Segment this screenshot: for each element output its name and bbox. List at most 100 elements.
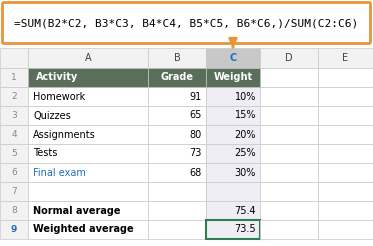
Text: 9: 9: [11, 225, 17, 234]
Text: Final exam: Final exam: [33, 168, 86, 178]
FancyBboxPatch shape: [3, 2, 370, 44]
Bar: [28, 68, 148, 87]
Bar: [318, 68, 373, 87]
Bar: [260, 220, 318, 239]
Bar: [206, 125, 260, 144]
Bar: [0, 106, 28, 125]
Bar: [260, 125, 318, 144]
Bar: [0, 87, 28, 106]
Text: 30%: 30%: [235, 168, 256, 178]
Text: 5: 5: [11, 149, 17, 158]
Bar: [0, 163, 28, 182]
Bar: [148, 201, 206, 220]
Text: Normal average: Normal average: [33, 205, 120, 215]
Bar: [260, 106, 318, 125]
Bar: [148, 87, 206, 106]
Text: Quizzes: Quizzes: [33, 110, 71, 121]
Text: Grade: Grade: [160, 73, 194, 82]
Bar: [148, 68, 206, 87]
Bar: [318, 201, 373, 220]
Bar: [206, 220, 260, 239]
Text: Weighted average: Weighted average: [33, 225, 134, 234]
Bar: [28, 125, 148, 144]
Bar: [260, 48, 318, 68]
Bar: [28, 220, 148, 239]
Bar: [148, 163, 206, 182]
Bar: [318, 87, 373, 106]
Bar: [148, 68, 206, 87]
Bar: [148, 48, 206, 68]
Bar: [318, 144, 373, 163]
Bar: [148, 220, 206, 239]
Bar: [28, 201, 148, 220]
Bar: [206, 163, 260, 182]
Bar: [0, 220, 28, 239]
Bar: [206, 201, 260, 220]
Text: 75.4: 75.4: [234, 205, 256, 215]
Text: 1: 1: [11, 73, 17, 82]
Bar: [318, 106, 373, 125]
Text: E: E: [342, 53, 348, 63]
Bar: [318, 220, 373, 239]
Text: =SUM(B2*C2, B3*C3, B4*C4, B5*C5, B6*C6,)/SUM(C2:C6): =SUM(B2*C2, B3*C3, B4*C4, B5*C5, B6*C6,)…: [15, 18, 358, 28]
Bar: [206, 68, 260, 87]
Text: 7: 7: [11, 187, 17, 196]
Text: 80: 80: [190, 129, 202, 139]
Text: Weight: Weight: [213, 73, 253, 82]
Text: 73.5: 73.5: [234, 225, 256, 234]
Bar: [0, 201, 28, 220]
Text: 4: 4: [11, 130, 17, 139]
Bar: [0, 68, 28, 87]
Text: 68: 68: [190, 168, 202, 178]
Bar: [206, 87, 260, 106]
Bar: [28, 182, 148, 201]
Text: Activity: Activity: [37, 73, 79, 82]
Text: 65: 65: [189, 110, 202, 121]
Bar: [148, 144, 206, 163]
Bar: [28, 68, 148, 87]
Bar: [206, 182, 260, 201]
Text: Assignments: Assignments: [33, 129, 96, 139]
Bar: [28, 87, 148, 106]
Bar: [148, 106, 206, 125]
Text: Tests: Tests: [33, 149, 57, 158]
Text: 3: 3: [11, 111, 17, 120]
Bar: [206, 106, 260, 125]
Bar: [318, 163, 373, 182]
Bar: [28, 48, 148, 68]
Text: B: B: [173, 53, 181, 63]
Bar: [260, 182, 318, 201]
Bar: [28, 106, 148, 125]
Bar: [148, 125, 206, 144]
Text: 2: 2: [11, 92, 17, 101]
Bar: [260, 68, 318, 87]
Text: C: C: [229, 53, 236, 63]
Text: 10%: 10%: [235, 92, 256, 102]
Bar: [260, 87, 318, 106]
Text: A: A: [85, 53, 91, 63]
Bar: [28, 144, 148, 163]
Bar: [0, 48, 28, 68]
Text: 6: 6: [11, 168, 17, 177]
Bar: [206, 48, 260, 68]
Bar: [28, 163, 148, 182]
Bar: [260, 144, 318, 163]
Bar: [0, 182, 28, 201]
Bar: [260, 163, 318, 182]
Text: 20%: 20%: [235, 129, 256, 139]
Text: Homework: Homework: [33, 92, 85, 102]
Bar: [206, 68, 260, 87]
Bar: [260, 201, 318, 220]
Bar: [318, 48, 373, 68]
Text: 91: 91: [190, 92, 202, 102]
Text: D: D: [285, 53, 293, 63]
Text: 15%: 15%: [235, 110, 256, 121]
Text: 25%: 25%: [234, 149, 256, 158]
Bar: [0, 144, 28, 163]
Bar: [148, 182, 206, 201]
Text: 73: 73: [189, 149, 202, 158]
Text: 8: 8: [11, 206, 17, 215]
Bar: [318, 182, 373, 201]
Bar: [318, 125, 373, 144]
Bar: [0, 125, 28, 144]
